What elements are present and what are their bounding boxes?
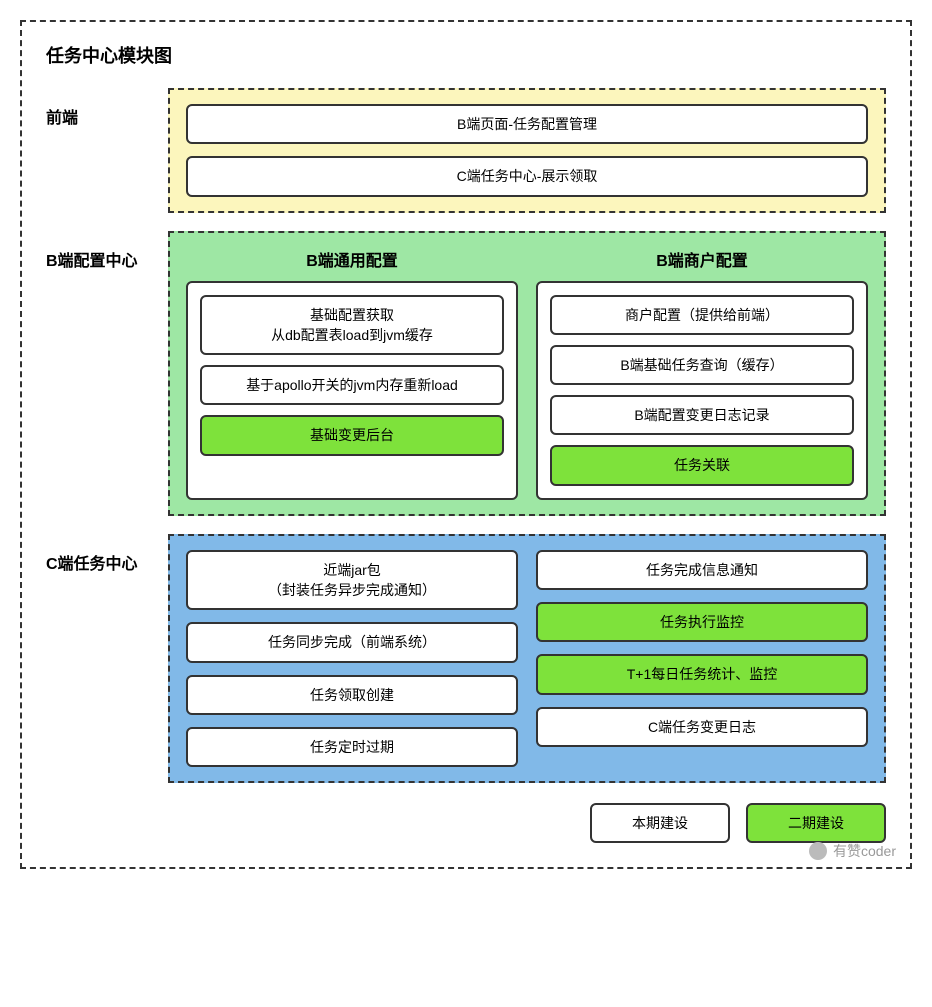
ctask-col-right: 任务完成信息通知 任务执行监控 T+1每日任务统计、监控 C端任务变更日志 [536,550,868,767]
section-ctask: C端任务中心 近端jar包（封装任务异步完成通知） 任务同步完成（前端系统） 任… [46,534,886,783]
bconfig-item-highlight: 基础变更后台 [200,415,504,455]
watermark-icon [809,842,827,860]
frontend-item: C端任务中心-展示领取 [186,156,868,196]
bconfig-col-general: B端通用配置 基础配置获取从db配置表load到jvm缓存 基于apollo开关… [186,247,518,500]
ctask-item: 任务同步完成（前端系统） [186,622,518,662]
ctask-item-highlight: 任务执行监控 [536,602,868,642]
section-label-ctask: C端任务中心 [46,534,168,574]
ctask-item: 近端jar包（封装任务异步完成通知） [186,550,518,611]
ctask-item: 任务完成信息通知 [536,550,868,590]
ctask-col-left: 近端jar包（封装任务异步完成通知） 任务同步完成（前端系统） 任务领取创建 任… [186,550,518,767]
section-label-bconfig: B端配置中心 [46,231,168,271]
ctask-item: 任务领取创建 [186,675,518,715]
frontend-item: B端页面-任务配置管理 [186,104,868,144]
diagram-title: 任务中心模块图 [46,42,886,68]
ctask-item: 任务定时过期 [186,727,518,767]
bconfig-col-title: B端通用配置 [186,247,518,271]
legend-current: 本期建设 [590,803,730,843]
frontend-box: B端页面-任务配置管理 C端任务中心-展示领取 [168,88,886,213]
bconfig-box: B端通用配置 基础配置获取从db配置表load到jvm缓存 基于apollo开关… [168,231,886,516]
watermark-text: 有赞coder [833,841,896,861]
watermark: 有赞coder [809,841,896,861]
bconfig-item: B端配置变更日志记录 [550,395,854,435]
bconfig-item: B端基础任务查询（缓存） [550,345,854,385]
bconfig-item-highlight: 任务关联 [550,445,854,485]
ctask-item: C端任务变更日志 [536,707,868,747]
bconfig-item: 基础配置获取从db配置表load到jvm缓存 [200,295,504,356]
bconfig-col-frame: 基础配置获取从db配置表load到jvm缓存 基于apollo开关的jvm内存重… [186,281,518,500]
section-frontend: 前端 B端页面-任务配置管理 C端任务中心-展示领取 [46,88,886,213]
bconfig-col-merchant: B端商户配置 商户配置（提供给前端） B端基础任务查询（缓存） B端配置变更日志… [536,247,868,500]
ctask-box: 近端jar包（封装任务异步完成通知） 任务同步完成（前端系统） 任务领取创建 任… [168,534,886,783]
legend-row: 本期建设 二期建设 [46,803,886,843]
bconfig-item: 商户配置（提供给前端） [550,295,854,335]
section-bconfig: B端配置中心 B端通用配置 基础配置获取从db配置表load到jvm缓存 基于a… [46,231,886,516]
ctask-item-highlight: T+1每日任务统计、监控 [536,654,868,694]
bconfig-col-frame: 商户配置（提供给前端） B端基础任务查询（缓存） B端配置变更日志记录 任务关联 [536,281,868,500]
bconfig-item: 基于apollo开关的jvm内存重新load [200,365,504,405]
bconfig-col-title: B端商户配置 [536,247,868,271]
legend-phase2: 二期建设 [746,803,886,843]
section-label-frontend: 前端 [46,88,168,128]
diagram-frame: 任务中心模块图 前端 B端页面-任务配置管理 C端任务中心-展示领取 B端配置中… [20,20,912,869]
